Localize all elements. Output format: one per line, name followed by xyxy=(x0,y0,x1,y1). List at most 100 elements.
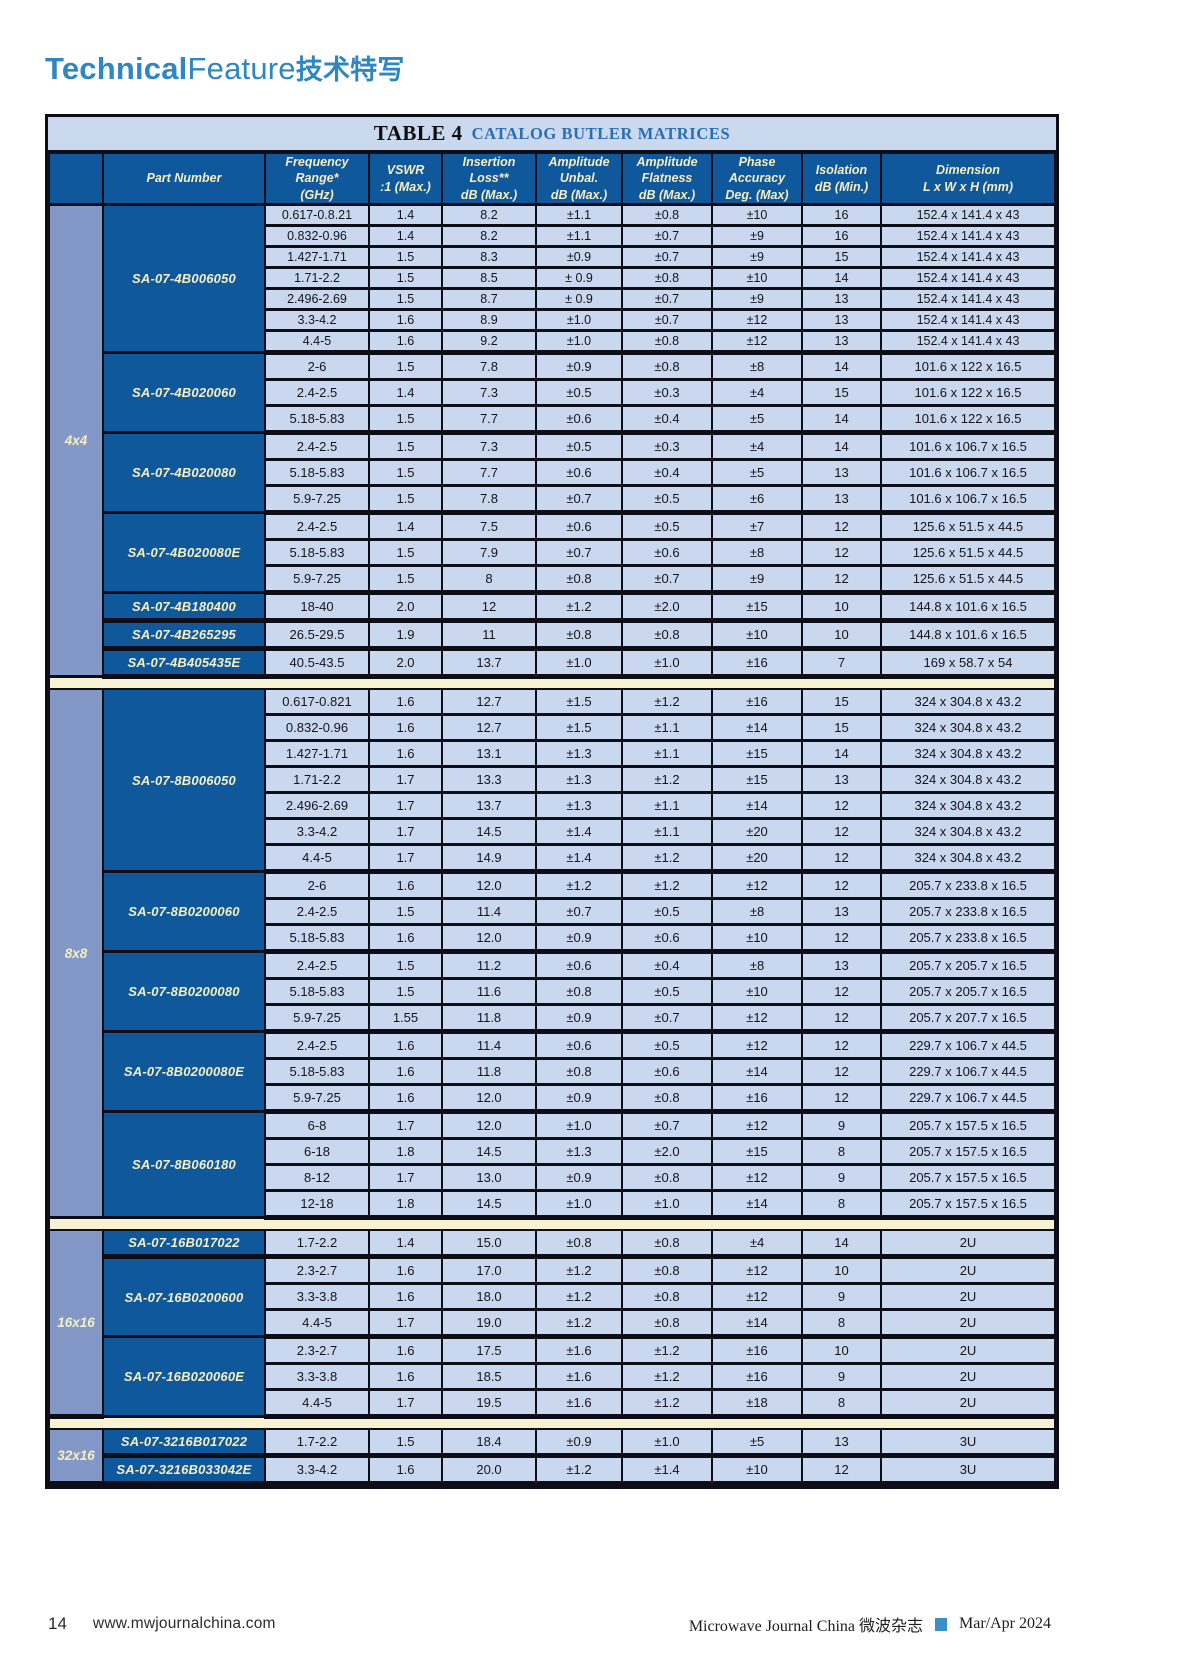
amplitude-unbal-cell: ±0.6 xyxy=(535,404,623,435)
amplitude-flatness-cell: ±0.6 xyxy=(621,923,713,954)
isolation-cell: 10 xyxy=(801,1255,882,1285)
table-row: 3.3-4.2 1.6 8.9 ±1.0 ±0.7 ±12 13 152.4 x 141.4 … xyxy=(49,308,1056,332)
matrix-size-cell: 16x16 xyxy=(48,1229,104,1419)
page-title-feature: Feature xyxy=(187,51,296,86)
amplitude-unbal-cell: ±0.9 xyxy=(535,1428,623,1458)
amplitude-flatness-cell: ±0.7 xyxy=(621,1003,713,1034)
isolation-cell: 15 xyxy=(801,713,882,742)
table-row: 4.4-5 1.6 9.2 ±1.0 ±0.8 ±12 13 152.4 x 141.4 x … xyxy=(49,329,1056,355)
amplitude-unbal-cell: ±1.0 xyxy=(535,1110,623,1140)
isolation-cell: 12 xyxy=(801,1057,882,1086)
isolation-cell: 12 xyxy=(801,564,882,595)
vswr-cell: 1.5 xyxy=(368,287,443,311)
isolation-cell: 10 xyxy=(801,619,882,651)
dimension-cell: 205.7 x 157.5 x 16.5 xyxy=(880,1189,1056,1220)
table-row: SA-07-4B265295 26.5-29.5 1.9 11 ±0.8 ±0.8 ±10 1… xyxy=(49,619,1056,651)
column-header-amplitude-unbal: Amplitude Unbal. dB (Max.) xyxy=(535,152,623,206)
table-row: 1.427-1.71 1.5 8.3 ±0.9 ±0.7 ±9 15 152.4 x 141.… xyxy=(49,245,1056,269)
amplitude-unbal-cell: ±1.2 xyxy=(535,1308,623,1339)
dimension-cell: 2U xyxy=(880,1229,1056,1259)
vswr-cell: 1.6 xyxy=(368,713,443,742)
amplitude-unbal-cell: ±1.0 xyxy=(535,329,623,355)
isolation-cell: 12 xyxy=(801,511,882,541)
phase-accuracy-cell: ±9 xyxy=(711,245,803,269)
table-row: 5.18-5.83 1.5 7.7 ±0.6 ±0.4 ±5 14 101.6 x 122 x… xyxy=(49,404,1056,435)
isolation-cell: 13 xyxy=(801,1428,882,1458)
vswr-cell: 1.7 xyxy=(368,1163,443,1192)
website-link[interactable]: www.mwjournalchina.com xyxy=(92,1615,276,1632)
amplitude-unbal-cell: ±1.1 xyxy=(535,203,623,227)
dimension-cell: 205.7 x 233.8 x 16.5 xyxy=(880,897,1056,926)
vswr-cell: 1.7 xyxy=(368,1388,443,1419)
amplitude-unbal-cell: ±1.5 xyxy=(535,688,623,716)
dimension-cell: 152.4 x 141.4 x 43 xyxy=(880,224,1056,248)
table-row: 1.71-2.2 1.5 8.5 ± 0.9 ±0.8 ±10 14 152.4 x 141.… xyxy=(49,266,1056,290)
frequency-cell: 2.3-2.7 xyxy=(264,1255,370,1285)
vswr-cell: 1.7 xyxy=(368,765,443,794)
part-number-cell: SA-07-8B0200080 xyxy=(102,950,266,1033)
amplitude-flatness-cell: ±0.7 xyxy=(621,308,713,332)
dimension-cell: 101.6 x 106.7 x 16.5 xyxy=(880,431,1056,461)
amplitude-flatness-cell: ±1.2 xyxy=(621,1362,713,1391)
insertion-loss-cell: 11.2 xyxy=(441,950,537,980)
vswr-cell: 1.7 xyxy=(368,1308,443,1339)
dimension-cell: 229.7 x 106.7 x 44.5 xyxy=(880,1083,1056,1114)
dimension-cell: 324 x 304.8 x 43.2 xyxy=(880,791,1056,820)
table-row: 6-18 1.8 14.5 ±1.3 ±2.0 ±15 8 205.7 x 157.5 x 1… xyxy=(49,1137,1056,1166)
frequency-cell: 6-8 xyxy=(264,1110,370,1140)
table-number: TABLE 4 xyxy=(373,121,463,145)
vswr-cell: 1.5 xyxy=(368,950,443,980)
vswr-cell: 1.6 xyxy=(368,739,443,768)
phase-accuracy-cell: ±6 xyxy=(711,484,803,515)
phase-accuracy-cell: ±18 xyxy=(711,1388,803,1419)
vswr-cell: 1.4 xyxy=(368,1229,443,1259)
table-caption: CATALOG BUTLER MATRICES xyxy=(471,123,731,143)
insertion-loss-cell: 14.5 xyxy=(441,1137,537,1166)
phase-accuracy-cell: ±8 xyxy=(711,351,803,381)
dimension-cell: 152.4 x 141.4 x 43 xyxy=(880,287,1056,311)
amplitude-flatness-cell: ±0.4 xyxy=(621,950,713,980)
phase-accuracy-cell: ±10 xyxy=(711,619,803,651)
phase-accuracy-cell: ±14 xyxy=(711,791,803,820)
part-number-cell: SA-07-8B0200080E xyxy=(102,1030,266,1113)
insertion-loss-cell: 12.0 xyxy=(441,923,537,954)
isolation-cell: 12 xyxy=(801,1030,882,1060)
amplitude-flatness-cell: ±0.8 xyxy=(621,329,713,355)
phase-accuracy-cell: ±4 xyxy=(711,1229,803,1259)
amplitude-unbal-cell: ±1.6 xyxy=(535,1388,623,1419)
part-number-cell: SA-07-4B180400 xyxy=(102,591,266,623)
amplitude-unbal-cell: ±1.2 xyxy=(535,1454,623,1486)
table-row: SA-07-16B0200600 2.3-2.7 1.6 17.0 ±1.2 ±0.8 ±1… xyxy=(49,1255,1056,1338)
amplitude-unbal-cell: ±1.3 xyxy=(535,791,623,820)
table-row: 1.427-1.71 1.6 13.1 ±1.3 ±1.1 ±15 14 324 x 304.… xyxy=(49,739,1056,768)
amplitude-unbal-cell: ±1.3 xyxy=(535,739,623,768)
amplitude-flatness-cell: ±0.8 xyxy=(621,266,713,290)
isolation-cell: 14 xyxy=(801,266,882,290)
frequency-cell: 0.832-0.96 xyxy=(264,713,370,742)
amplitude-unbal-cell: ±1.2 xyxy=(535,1282,623,1311)
issue-date: Mar/Apr 2024 xyxy=(959,1615,1051,1632)
amplitude-unbal-cell: ±0.9 xyxy=(535,1083,623,1114)
part-number-cell: SA-07-4B265295 xyxy=(102,619,266,651)
dimension-cell: 101.6 x 122 x 16.5 xyxy=(880,351,1056,381)
dimension-cell: 229.7 x 106.7 x 44.5 xyxy=(880,1030,1056,1060)
dimension-cell: 152.4 x 141.4 x 43 xyxy=(880,245,1056,269)
table-row: SA-07-8B0200080 2.4-2.5 1.5 11.2 ±0.6 ±0.4 ±8 1… xyxy=(49,950,1056,1033)
amplitude-flatness-cell: ±1.2 xyxy=(621,765,713,794)
butler-matrices-table: TABLE 4 CATALOG BUTLER MATRICES Part Num… xyxy=(45,114,1059,1489)
frequency-cell: 1.7-2.2 xyxy=(264,1229,370,1259)
dimension-cell: 324 x 304.8 x 43.2 xyxy=(880,765,1056,794)
frequency-cell: 4.4-5 xyxy=(264,329,370,355)
phase-accuracy-cell: ±12 xyxy=(711,329,803,355)
dimension-cell: 125.6 x 51.5 x 44.5 xyxy=(880,511,1056,541)
frequency-cell: 3.3-4.2 xyxy=(264,308,370,332)
isolation-cell: 13 xyxy=(801,458,882,487)
frequency-cell: 5.18-5.83 xyxy=(264,538,370,567)
dimension-cell: 3U xyxy=(880,1428,1056,1458)
section-separator-band xyxy=(48,675,1056,690)
frequency-cell: 2-6 xyxy=(264,870,370,900)
vswr-cell: 1.7 xyxy=(368,791,443,820)
frequency-cell: 5.18-5.83 xyxy=(264,977,370,1006)
amplitude-flatness-cell: ±0.7 xyxy=(621,1110,713,1140)
phase-accuracy-cell: ±12 xyxy=(711,870,803,900)
